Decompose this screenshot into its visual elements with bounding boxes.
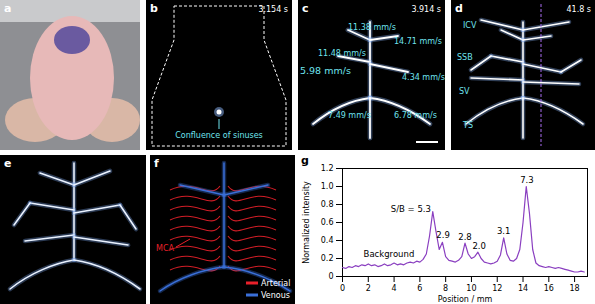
svg-text:12: 12 [492, 284, 502, 293]
svg-text:11.48 mm/s: 11.48 mm/s [318, 49, 366, 58]
svg-text:0: 0 [328, 272, 333, 281]
svg-text:Normalized intensity: Normalized intensity [302, 181, 311, 264]
svg-text:S/B = 5.3: S/B = 5.3 [391, 204, 431, 214]
svg-text:0.2: 0.2 [321, 254, 334, 263]
svg-text:3.1: 3.1 [497, 226, 511, 236]
svg-text:7.3: 7.3 [520, 175, 534, 185]
svg-text:14.71 mm/s: 14.71 mm/s [394, 37, 442, 46]
svg-text:14: 14 [518, 284, 528, 293]
svg-text:d: d [455, 2, 463, 15]
svg-text:5.98 mm/s: 5.98 mm/s [300, 65, 351, 76]
svg-text:b: b [150, 2, 158, 15]
svg-text:1.2: 1.2 [321, 164, 334, 173]
svg-text:Confluence of sinuses: Confluence of sinuses [175, 131, 263, 140]
svg-text:Position / mm: Position / mm [438, 295, 493, 304]
svg-text:Arterial: Arterial [261, 279, 290, 288]
svg-text:g: g [301, 154, 309, 167]
svg-text:TS: TS [462, 121, 473, 130]
svg-text:Venous: Venous [261, 291, 290, 300]
svg-text:2.8: 2.8 [458, 232, 472, 242]
svg-text:16: 16 [544, 284, 554, 293]
svg-text:MCA: MCA [156, 244, 174, 253]
svg-text:0.8: 0.8 [321, 200, 334, 209]
svg-text:6: 6 [417, 284, 422, 293]
svg-text:a: a [4, 2, 11, 15]
svg-text:4.34 mm/s: 4.34 mm/s [402, 73, 445, 82]
svg-text:2: 2 [366, 284, 371, 293]
svg-text:f: f [154, 157, 159, 170]
svg-text:4: 4 [392, 284, 397, 293]
svg-text:ICV: ICV [463, 21, 477, 30]
svg-text:11.38 mm/s: 11.38 mm/s [348, 23, 396, 32]
svg-text:10: 10 [466, 284, 476, 293]
svg-text:0: 0 [340, 284, 345, 293]
svg-text:3.914 s: 3.914 s [411, 5, 441, 14]
svg-text:e: e [4, 157, 11, 170]
svg-text:2.0: 2.0 [472, 241, 486, 251]
svg-text:18: 18 [570, 284, 580, 293]
svg-text:Background: Background [364, 249, 415, 259]
svg-text:41.8 s: 41.8 s [566, 5, 591, 14]
svg-text:3.154 s: 3.154 s [258, 5, 288, 14]
svg-text:SSB: SSB [457, 53, 473, 62]
svg-text:0.4: 0.4 [321, 236, 334, 245]
svg-text:7.49 mm/s: 7.49 mm/s [328, 111, 371, 120]
svg-text:8: 8 [443, 284, 448, 293]
svg-text:2.9: 2.9 [436, 230, 450, 240]
svg-text:c: c [302, 2, 309, 15]
svg-text:6.78 mm/s: 6.78 mm/s [394, 111, 437, 120]
svg-text:SV: SV [459, 87, 470, 96]
svg-text:0.6: 0.6 [321, 218, 334, 227]
svg-text:1.0: 1.0 [321, 182, 334, 191]
